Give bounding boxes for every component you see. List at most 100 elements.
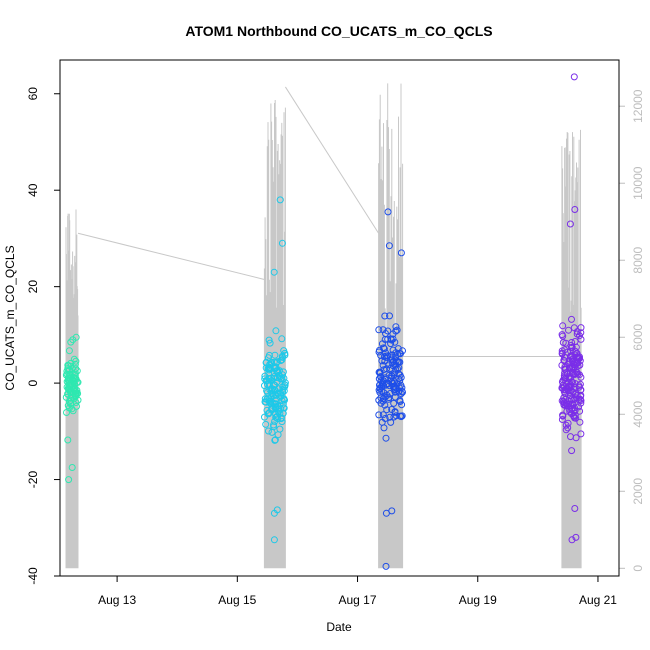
data-point — [385, 242, 393, 250]
series-group — [62, 333, 82, 484]
data-point — [65, 370, 73, 378]
data-point — [570, 73, 578, 81]
data-point — [394, 365, 401, 373]
data-point — [562, 426, 570, 434]
data-point — [262, 420, 270, 428]
data-point — [558, 397, 566, 405]
data-point — [66, 386, 74, 394]
data-point — [393, 326, 401, 334]
y-tick-label: -20 — [26, 471, 40, 489]
data-point — [565, 326, 572, 334]
data-point — [386, 353, 394, 361]
x-axis-label: Date — [326, 620, 352, 634]
data-point — [577, 335, 585, 343]
data-point — [570, 324, 578, 332]
x-tick-label: Aug 21 — [579, 593, 617, 607]
data-point — [383, 406, 391, 414]
x-tick-label: Aug 17 — [339, 593, 377, 607]
data-point — [270, 536, 278, 544]
data-point — [391, 408, 399, 416]
data-point — [73, 402, 80, 410]
data-point — [276, 196, 284, 204]
altitude-transit-line — [284, 86, 379, 234]
data-point — [67, 400, 74, 408]
data-point — [382, 349, 390, 357]
data-point — [397, 350, 404, 358]
x-tick-label: Aug 15 — [218, 593, 256, 607]
data-point — [571, 505, 579, 512]
scatter-points — [62, 73, 585, 570]
data-point — [391, 393, 399, 401]
data-point — [559, 322, 567, 330]
data-point — [262, 398, 270, 406]
data-point — [565, 400, 573, 408]
data-point — [577, 397, 585, 404]
data-point — [559, 382, 567, 389]
data-point — [389, 335, 397, 343]
data-point — [278, 335, 286, 343]
data-point — [558, 416, 566, 423]
data-point — [569, 400, 577, 408]
data-point — [398, 401, 406, 409]
data-point — [383, 391, 391, 399]
data-point — [375, 411, 383, 419]
data-point — [569, 412, 577, 420]
data-point — [272, 391, 280, 399]
data-point — [279, 371, 286, 379]
data-point — [375, 396, 383, 404]
data-point — [279, 388, 287, 396]
data-point — [69, 393, 77, 401]
data-point — [559, 339, 567, 346]
data-point — [564, 387, 572, 395]
data-point — [272, 364, 279, 372]
data-point — [576, 418, 584, 426]
data-point — [273, 506, 281, 514]
data-point — [271, 436, 279, 444]
data-point — [64, 361, 72, 369]
altitude-transit-line — [77, 232, 265, 280]
data-point — [275, 385, 282, 393]
data-point — [558, 350, 566, 358]
data-point — [571, 206, 579, 213]
data-point — [381, 415, 389, 422]
data-point — [281, 396, 288, 404]
y2-tick-label: 0 — [631, 565, 645, 572]
data-point — [74, 396, 82, 404]
data-point — [570, 396, 578, 404]
series-group — [261, 196, 289, 544]
data-point — [572, 343, 580, 351]
data-point — [568, 315, 575, 323]
data-point — [270, 268, 278, 276]
data-point — [264, 427, 272, 435]
data-point — [392, 412, 400, 420]
data-point — [278, 374, 286, 382]
data-point — [379, 326, 387, 334]
data-point — [575, 403, 583, 411]
data-point — [268, 360, 275, 368]
data-point — [392, 353, 400, 361]
data-point — [375, 386, 383, 394]
data-point — [573, 330, 581, 338]
data-point — [387, 418, 395, 426]
data-point — [567, 433, 574, 441]
data-point — [381, 375, 389, 383]
data-point — [392, 323, 400, 331]
data-point — [73, 378, 81, 386]
data-point — [390, 382, 398, 390]
data-point — [568, 339, 576, 346]
data-point — [277, 357, 285, 365]
data-point — [264, 394, 272, 402]
data-point — [386, 312, 393, 320]
data-point — [66, 381, 74, 389]
data-point — [576, 407, 584, 415]
data-point — [279, 400, 287, 408]
data-point — [270, 423, 278, 431]
data-point — [272, 327, 280, 335]
data-point — [565, 373, 573, 381]
data-point — [571, 391, 579, 398]
data-point — [62, 393, 70, 401]
right-axis: 0 2000 4000 6000 8000 10000 12000 — [618, 89, 645, 572]
data-point — [397, 249, 405, 257]
data-point — [575, 382, 583, 390]
